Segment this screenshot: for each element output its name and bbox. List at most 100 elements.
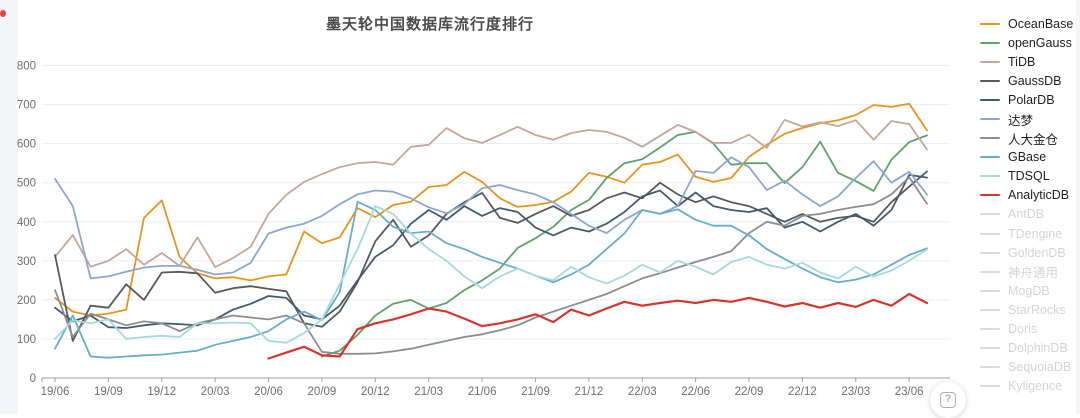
legend-swatch-OceanBase (980, 22, 1000, 25)
x-axis-label-22/09: 22/09 (735, 386, 764, 398)
legend-swatch-TDSQL (980, 175, 1000, 178)
y-axis-label-0: 0 (30, 373, 36, 385)
legend-label: OceanBase (1008, 16, 1074, 31)
legend-label: GBase (1008, 150, 1047, 165)
legend-label: Doris (1008, 322, 1038, 337)
legend-swatch-Kyligence (980, 385, 1000, 388)
legend-label: SequoiaDB (1008, 360, 1072, 375)
x-axis-label-22/12: 22/12 (788, 386, 817, 398)
legend-label: TDengine (1008, 226, 1063, 241)
y-axis-label-300: 300 (17, 256, 36, 268)
x-axis-label-20/06: 20/06 (254, 386, 283, 398)
legend-item-AntDB[interactable]: AntDB (980, 205, 1080, 224)
legend-swatch-Doris (980, 328, 1000, 331)
legend-item-神舟通用[interactable]: 神舟通用 (980, 262, 1080, 281)
series-line-OceanBase (54, 102, 928, 317)
legend-label: GaussDB (1008, 73, 1062, 88)
y-axis-label-400: 400 (17, 217, 36, 229)
legend-swatch-MogDB (980, 289, 1000, 292)
legend-label: AnalyticDB (1008, 188, 1070, 203)
legend-swatch-StarRocks (980, 308, 1000, 311)
legend-label: Kyligence (1008, 379, 1063, 394)
legend-swatch-PolarDB (980, 98, 1000, 101)
legend-item-TiDB[interactable]: TiDB (980, 52, 1080, 71)
legend-item-SequoiaDB[interactable]: SequoiaDB (980, 358, 1080, 377)
chart-legend: OceanBase openGauss TiDB GaussDB PolarDB 达梦人大… (980, 14, 1080, 396)
legend-item-DolphinDB[interactable]: DolphinDB (980, 339, 1080, 358)
legend-swatch-达梦 (980, 118, 1000, 121)
legend-item-TDengine[interactable]: TDengine (980, 224, 1080, 243)
help-button[interactable]: ? (930, 382, 966, 418)
legend-item-PolarDB[interactable]: PolarDB (980, 90, 1080, 109)
legend-swatch-AnalyticDB (980, 194, 1000, 197)
chart-title: 墨天轮中国数据库流行度排行 (325, 16, 534, 33)
legend-item-GaussDB[interactable]: GaussDB (980, 71, 1080, 90)
series-line-GaussDB (54, 170, 928, 342)
x-axis-label-22/03: 22/03 (628, 386, 657, 398)
legend-swatch-GaussDB (980, 79, 1000, 82)
legend-label: 神舟通用 (1008, 266, 1059, 281)
page-left-margin (0, 0, 18, 414)
y-axis-label-800: 800 (17, 61, 36, 73)
legend-swatch-GBase (980, 156, 1000, 159)
x-axis-label-23/06: 23/06 (895, 386, 924, 398)
legend-item-达梦[interactable]: 达梦 (980, 109, 1080, 128)
legend-item-人大金仓[interactable]: 人大金仓 (980, 129, 1080, 148)
legend-label: GoldenDB (1008, 245, 1066, 260)
series-line-达梦 (54, 156, 928, 280)
x-axis-label-19/09: 19/09 (94, 386, 123, 398)
series-line-openGauss (320, 130, 928, 358)
x-axis-label-23/03: 23/03 (841, 386, 870, 398)
x-axis-label-19/06: 19/06 (41, 386, 70, 398)
page-right-margin (1076, 0, 1080, 414)
y-axis-label-700: 700 (17, 100, 36, 112)
y-axis-label-600: 600 (17, 139, 36, 151)
legend-item-Doris[interactable]: Doris (980, 320, 1080, 339)
legend-swatch-GoldenDB (980, 251, 1000, 254)
x-axis-label-21/03: 21/03 (414, 386, 443, 398)
x-axis-label-21/06: 21/06 (468, 386, 497, 398)
series-line-TDSQL (54, 205, 928, 344)
y-axis-label-200: 200 (17, 295, 36, 307)
series-line-AnalyticDB (267, 292, 929, 360)
legend-label: AntDB (1008, 207, 1045, 222)
legend-swatch-AntDB (980, 213, 1000, 216)
legend-item-StarRocks[interactable]: StarRocks (980, 300, 1080, 319)
legend-item-OceanBase[interactable]: OceanBase (980, 14, 1080, 33)
series-line-GBase (54, 200, 928, 359)
legend-item-openGauss[interactable]: openGauss (980, 33, 1080, 52)
x-axis-label-22/06: 22/06 (681, 386, 710, 398)
legend-item-AnalyticDB[interactable]: AnalyticDB (980, 186, 1080, 205)
question-mark-icon: ? (940, 392, 956, 408)
legend-label: DolphinDB (1008, 341, 1068, 356)
legend-item-GBase[interactable]: GBase (980, 148, 1080, 167)
legend-swatch-TDengine (980, 232, 1000, 235)
x-axis-label-20/03: 20/03 (201, 386, 230, 398)
legend-item-TDSQL[interactable]: TDSQL (980, 167, 1080, 186)
legend-item-Kyligence[interactable]: Kyligence (980, 377, 1080, 396)
x-axis-label-20/12: 20/12 (361, 386, 390, 398)
legend-swatch-openGauss (980, 41, 1000, 44)
x-axis-label-21/12: 21/12 (574, 386, 603, 398)
legend-label: 人大金仓 (1008, 132, 1059, 147)
legend-label: StarRocks (1008, 302, 1066, 317)
legend-label: MogDB (1008, 283, 1050, 298)
legend-swatch-TiDB (980, 60, 1000, 63)
series-line-TiDB (54, 118, 928, 269)
x-axis-label-20/09: 20/09 (308, 386, 337, 398)
legend-label: TiDB (1008, 54, 1036, 69)
legend-item-MogDB[interactable]: MogDB (980, 281, 1080, 300)
red-marker-dot (0, 10, 6, 17)
legend-swatch-神舟通用 (980, 270, 1000, 273)
legend-label: openGauss (1008, 35, 1072, 50)
x-axis-label-21/09: 21/09 (521, 386, 550, 398)
legend-label: PolarDB (1008, 92, 1055, 107)
y-axis-label-100: 100 (17, 334, 36, 346)
legend-swatch-SequoiaDB (980, 366, 1000, 369)
legend-swatch-DolphinDB (980, 347, 1000, 350)
legend-item-GoldenDB[interactable]: GoldenDB (980, 243, 1080, 262)
legend-label: TDSQL (1008, 169, 1050, 184)
legend-label: 达梦 (1008, 113, 1034, 128)
x-axis-label-19/12: 19/12 (147, 386, 176, 398)
